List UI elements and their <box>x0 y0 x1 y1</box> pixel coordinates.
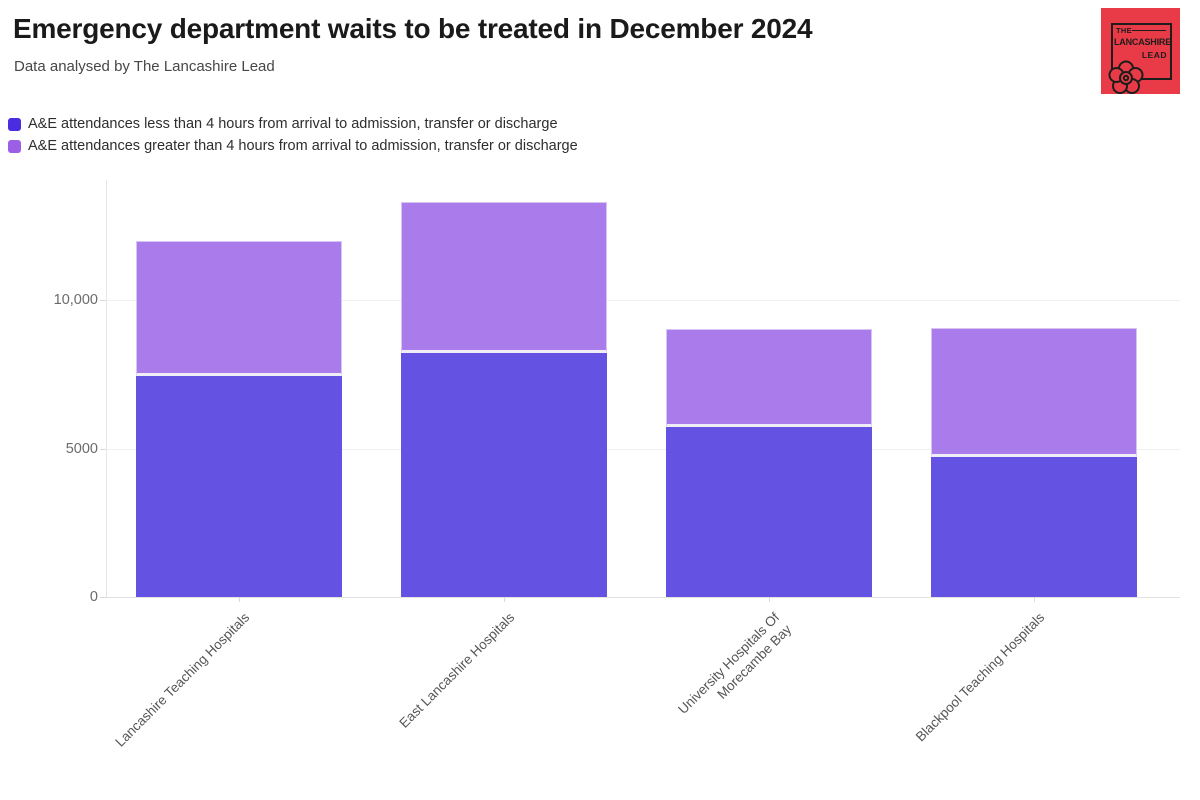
legend-label: A&E attendances less than 4 hours from a… <box>28 116 558 132</box>
y-tick-mark <box>100 300 106 301</box>
page-subtitle: Data analysed by The Lancashire Lead <box>14 58 275 75</box>
x-axis-label-line: University Hospitals Of <box>674 609 782 717</box>
x-axis-label: Blackpool Teaching Hospitals <box>859 609 1048 798</box>
bar-segment-greater-than-4h <box>400 201 607 354</box>
lancashire-rose-icon <box>1106 58 1146 103</box>
gridline-5000 <box>106 448 1180 450</box>
x-axis-label: University Hospitals Of Morecambe Bay <box>594 609 795 800</box>
logo-text-lancashire: LANCASHIRE <box>1114 37 1172 47</box>
logo-text-the: THE <box>1116 26 1132 35</box>
bar-segment-less-than-4h <box>665 427 872 597</box>
lancashire-lead-logo: THE LANCASHIRE LEAD <box>1101 8 1180 94</box>
x-tick-mark <box>238 597 240 602</box>
logo-text-lead: LEAD <box>1141 50 1167 60</box>
x-axis-label-line: Blackpool Teaching Hospitals <box>912 609 1047 745</box>
x-axis-label: Lancashire Teaching Hospitals <box>64 609 253 798</box>
bar-segment-greater-than-4h <box>135 240 342 376</box>
x-tick-mark <box>503 597 505 602</box>
logo-rule <box>1132 30 1166 31</box>
x-axis-label-line: Lancashire Teaching Hospitals <box>111 609 252 750</box>
gridline-10000 <box>106 300 1180 301</box>
bar-segment-less-than-4h <box>400 353 607 597</box>
x-tick-mark <box>768 597 770 602</box>
logo-frame: THE LANCASHIRE LEAD <box>1108 23 1172 94</box>
legend-item-greater-than-4h: A&E attendances greater than 4 hours fro… <box>8 135 578 157</box>
legend-item-less-than-4h: A&E attendances less than 4 hours from a… <box>8 113 578 135</box>
y-tick-mark <box>100 448 106 450</box>
legend-label: A&E attendances greater than 4 hours fro… <box>28 138 578 154</box>
y-tick-label: 0 <box>89 589 98 605</box>
bar-segment-greater-than-4h <box>665 328 872 428</box>
legend-swatch-less-than-4h <box>8 117 21 131</box>
gridline-0 <box>106 597 1180 598</box>
y-tick-mark <box>100 597 106 598</box>
bar-segment-less-than-4h <box>135 375 342 597</box>
x-axis-label-line: Morecambe Bay <box>713 621 794 702</box>
x-axis-label-line: East Lancashire Hospitals <box>395 609 517 731</box>
y-tick-label: 5000 <box>65 440 98 457</box>
legend-swatch-greater-than-4h <box>8 139 21 153</box>
page-title: Emergency department waits to be treated… <box>13 13 813 44</box>
x-tick-mark <box>1033 597 1035 602</box>
y-tick-label: 10,000 <box>53 292 98 308</box>
x-axis-label: East Lancashire Hospitals <box>329 609 518 798</box>
y-axis-line <box>106 180 107 597</box>
legend: A&E attendances less than 4 hours from a… <box>8 113 578 157</box>
bar-segment-greater-than-4h <box>930 327 1137 458</box>
bar-segment-less-than-4h <box>930 457 1137 597</box>
